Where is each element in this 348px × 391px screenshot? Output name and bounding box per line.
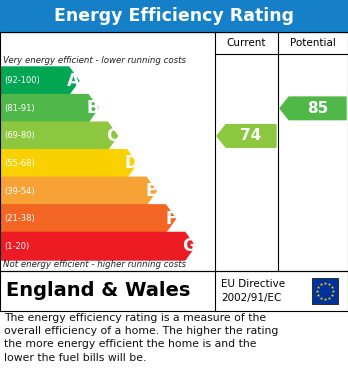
Text: The energy efficiency rating is a measure of the
overall efficiency of a home. T: The energy efficiency rating is a measur…: [4, 313, 278, 362]
Polygon shape: [217, 125, 276, 147]
Text: (69-80): (69-80): [5, 131, 35, 140]
Bar: [0, 271, 348, 311]
Text: F: F: [165, 210, 176, 228]
Text: (1-20): (1-20): [5, 242, 30, 251]
Text: EU Directive
2002/91/EC: EU Directive 2002/91/EC: [221, 279, 285, 303]
Polygon shape: [1, 150, 137, 177]
Polygon shape: [1, 95, 98, 122]
Text: Very energy efficient - lower running costs: Very energy efficient - lower running co…: [3, 56, 186, 65]
Text: Not energy efficient - higher running costs: Not energy efficient - higher running co…: [3, 260, 186, 269]
Text: Current: Current: [227, 38, 266, 48]
Text: England & Wales: England & Wales: [6, 282, 190, 301]
Polygon shape: [1, 177, 156, 205]
Polygon shape: [280, 97, 346, 120]
Text: B: B: [87, 99, 99, 117]
Polygon shape: [1, 67, 79, 95]
Text: C: C: [106, 127, 119, 145]
Text: (55-68): (55-68): [5, 159, 35, 168]
Bar: [0, 32, 348, 271]
Text: Potential: Potential: [290, 38, 336, 48]
Polygon shape: [1, 232, 195, 260]
Text: (81-91): (81-91): [5, 104, 35, 113]
Text: A: A: [67, 72, 80, 90]
Text: (21-38): (21-38): [5, 214, 35, 223]
Polygon shape: [1, 205, 175, 232]
Bar: [312, 278, 338, 304]
Text: 74: 74: [240, 128, 262, 143]
Text: G: G: [182, 237, 196, 255]
Text: (39-54): (39-54): [5, 187, 35, 196]
Text: (92-100): (92-100): [5, 76, 40, 85]
Text: D: D: [124, 154, 138, 172]
Bar: [0, 0, 348, 32]
Text: 85: 85: [307, 101, 328, 116]
Polygon shape: [1, 122, 118, 150]
Text: Energy Efficiency Rating: Energy Efficiency Rating: [54, 7, 294, 25]
Text: E: E: [146, 182, 157, 200]
